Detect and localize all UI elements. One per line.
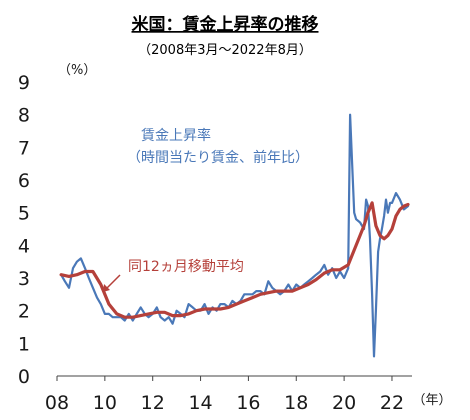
series-line-moving-average <box>59 201 410 319</box>
y-tick-label: 6 <box>18 170 30 192</box>
annotation-arrowhead <box>103 284 110 292</box>
y-tick-label: 8 <box>18 105 30 127</box>
x-axis-ticks: 08 10 12 14 16 18 20 22 <box>45 376 404 414</box>
x-tick-label: 18 <box>284 392 308 414</box>
x-tick-label: 12 <box>141 392 165 414</box>
y-tick-label: 7 <box>18 137 30 159</box>
y-tick-label: 0 <box>18 366 30 388</box>
x-tick-label: 14 <box>188 392 212 414</box>
y-tick-label: 2 <box>18 301 30 323</box>
x-tick-label: 16 <box>236 392 260 414</box>
chart-title: 米国：賃金上昇率の推移 <box>132 14 319 35</box>
y-tick-label: 5 <box>18 203 30 225</box>
series-label-moving-average: 同12ヵ月移動平均 <box>128 259 244 275</box>
x-tick-label: 10 <box>93 392 117 414</box>
chart-subtitle: （2008年3月〜2022年8月） <box>138 43 312 58</box>
y-axis-ticks: 0 1 2 3 4 5 6 7 8 9 <box>18 72 30 388</box>
series-label-wage-growth-note: （時間当たり賃金、前年比） <box>127 149 309 166</box>
y-tick-label: 9 <box>18 72 30 94</box>
series-line-wage-growth <box>60 113 410 358</box>
y-tick-label: 3 <box>18 268 30 290</box>
y-tick-label: 4 <box>18 235 30 257</box>
x-axis-unit: （年） <box>412 393 451 408</box>
y-tick-label: 1 <box>18 333 30 355</box>
x-tick-label: 08 <box>45 392 69 414</box>
x-tick-label: 22 <box>380 392 404 414</box>
x-tick-label: 20 <box>332 392 356 414</box>
y-axis-unit: （%） <box>58 63 96 78</box>
series-label-wage-growth: 賃金上昇率 <box>141 127 211 144</box>
series-group <box>59 113 410 358</box>
